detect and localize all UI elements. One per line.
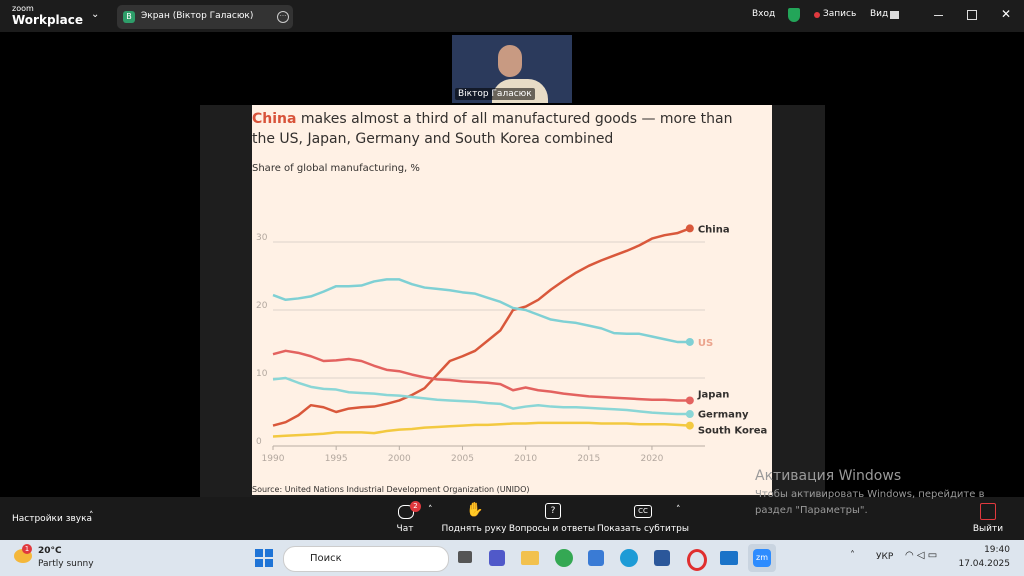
weather[interactable]: Partly sunny [38, 559, 94, 569]
series-line [272, 227, 691, 427]
y-tick-label: 30 [256, 233, 268, 243]
close[interactable]: ✕ [1001, 7, 1012, 21]
qa-label[interactable]: Вопросы и ответы [508, 524, 596, 534]
chat-icon[interactable] [398, 505, 414, 519]
view-icon [890, 11, 899, 19]
record-dot [814, 12, 820, 18]
app-icon[interactable] [489, 550, 505, 566]
series-line [272, 376, 690, 416]
leave-label[interactable]: Выйти [972, 524, 1004, 534]
app-icon[interactable] [555, 549, 573, 567]
title-highlight: China [252, 111, 297, 127]
series-line [272, 421, 690, 438]
minimize[interactable] [934, 15, 943, 16]
chat-caret[interactable]: ˄ [428, 505, 433, 515]
end-dot [685, 421, 694, 430]
x-tick-label: 2000 [388, 454, 411, 464]
x-tick-label: 2005 [451, 454, 474, 464]
active-app[interactable]: zm [748, 544, 776, 572]
end-dot [685, 410, 694, 419]
app-icon[interactable] [588, 550, 604, 566]
title-bar: zoom Workplace ⌄ В Экран (Віктор Галасюк… [0, 0, 1024, 32]
taskbar: 1 20°C Partly sunny Поиск zm ˄ УКР ◠ ◁ ▭… [0, 540, 1024, 576]
app-icon[interactable] [620, 549, 638, 567]
brand-top: zoom [12, 4, 34, 13]
app-icon[interactable] [720, 551, 738, 565]
temperature[interactable]: 20°C [38, 546, 62, 556]
activation-title: Активация Windows [755, 468, 902, 484]
plot: 0 10 20 30 1990 1995 2000 2005 2010 2015 2020 South… [256, 224, 767, 464]
start-button[interactable] [255, 549, 273, 567]
participant-video[interactable]: Віктор Галасюк [452, 35, 572, 103]
app-icon[interactable] [458, 551, 472, 563]
activation-text: Чтобы активировать Windows, перейдите в … [755, 487, 984, 519]
chat-badge: 2 [410, 501, 421, 512]
clock-date[interactable]: 17.04.2025 [958, 559, 1010, 569]
participant-name: Віктор Галасюк [455, 88, 535, 100]
app-icon[interactable] [521, 551, 539, 565]
activation-line: Чтобы активировать Windows, перейдите в [755, 489, 985, 500]
leave-icon[interactable] [980, 503, 996, 520]
tab-icon: В [123, 11, 135, 23]
captions-label[interactable]: Показать субтитры [597, 524, 689, 534]
search-box[interactable]: Поиск [283, 546, 449, 572]
app-icon[interactable] [654, 550, 670, 566]
hand-icon[interactable]: ✋ [466, 502, 484, 518]
tray-caret[interactable]: ˄ [850, 550, 855, 561]
audio-settings[interactable]: Настройки звука [12, 514, 93, 524]
chat-label[interactable]: Чат [396, 524, 414, 534]
qa-icon[interactable]: ? [545, 503, 561, 519]
meeting-controls: Настройки звука ˄ 2 ˄ Чат ✋ Поднять руку… [0, 489, 1024, 540]
chart-image: China makes almost a third of all manufa… [252, 105, 772, 495]
series-label: Germany [698, 410, 749, 421]
x-tick-label: 1995 [325, 454, 348, 464]
series-label: Japan [697, 390, 730, 401]
chart-title: China makes almost a third of all manufa… [252, 109, 752, 149]
tab-more[interactable]: ··· [277, 11, 289, 23]
end-dot [685, 337, 694, 346]
security-icon[interactable] [788, 8, 800, 22]
chart-source: Source: United Nations Industrial Develo… [252, 485, 530, 494]
tray-icons[interactable]: ◠ ◁ ▭ [905, 550, 938, 561]
view[interactable]: Вид [870, 9, 889, 19]
search-label: Поиск [310, 553, 342, 564]
title-text: makes almost a third of all manufactured… [252, 111, 733, 147]
clock-time[interactable]: 19:40 [984, 545, 1010, 555]
x-tick-label: 2015 [577, 454, 600, 464]
series-label: US [698, 338, 713, 349]
sign-in[interactable]: Вход [752, 9, 776, 19]
series-label: China [698, 224, 730, 235]
y-tick-label: 0 [256, 437, 262, 447]
raise-hand[interactable]: Поднять руку [441, 524, 507, 534]
activation-line: раздел "Параметры". [755, 505, 868, 516]
record[interactable]: Запись [823, 9, 857, 19]
y-tick-label: 20 [256, 301, 268, 311]
cc-caret[interactable]: ˄ [676, 505, 681, 515]
brand-menu[interactable]: ⌄ [91, 9, 100, 20]
audio-caret[interactable]: ˄ [89, 511, 94, 521]
language[interactable]: УКР [876, 552, 894, 562]
person-head [498, 45, 522, 77]
chart-subtitle: Share of global manufacturing, % [252, 163, 420, 174]
x-tick-label: 2020 [640, 454, 663, 464]
x-tick-label: 1990 [262, 454, 285, 464]
y-tick-label: 10 [256, 369, 268, 379]
maximize[interactable] [967, 10, 977, 20]
brand: Workplace [12, 13, 84, 27]
x-tick-label: 2010 [514, 454, 537, 464]
weather-badge: 1 [22, 544, 32, 554]
series-line [272, 349, 690, 402]
end-dot [685, 396, 694, 405]
app-icon[interactable] [687, 549, 707, 571]
cc-icon[interactable]: CC [634, 505, 652, 518]
series-label: South Korea [698, 426, 767, 437]
tab-label: Экран (Віктор Галасюк) [141, 11, 254, 21]
series-line [272, 278, 690, 344]
share-tab[interactable]: В Экран (Віктор Галасюк) ··· [117, 5, 293, 29]
end-dot [685, 224, 694, 233]
